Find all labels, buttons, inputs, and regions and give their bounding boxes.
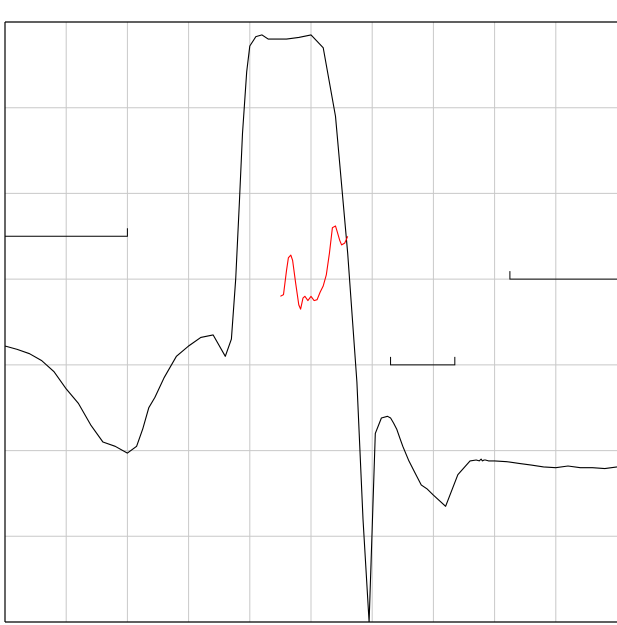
ripple-series-line: [280, 225, 349, 310]
spec-notch-line: [390, 356, 456, 366]
spec-left-line: [5, 228, 128, 237]
grid: [5, 22, 617, 622]
main-series-line: [4, 34, 617, 623]
spec-right-stop-line: [509, 271, 617, 280]
spec-limit-lines: [5, 228, 617, 366]
series-group: [4, 34, 617, 623]
plot-frame: [4, 21, 617, 623]
